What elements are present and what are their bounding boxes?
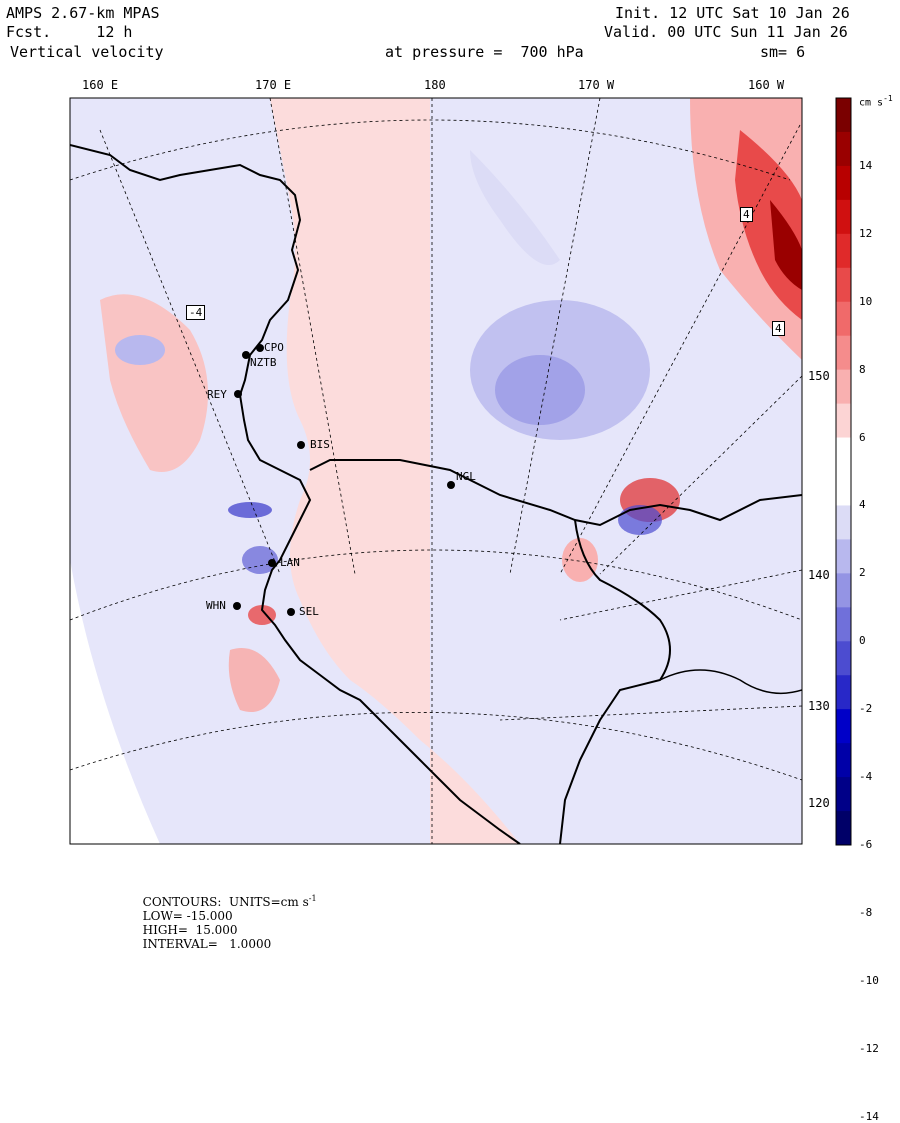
colorbar-box <box>836 437 851 472</box>
colorbar-tick-label: 14 <box>859 158 873 172</box>
station-label-whn: WHN <box>206 599 226 612</box>
contour-units: CONTOURS: UNITS=cm s-1 <box>142 894 317 909</box>
colorbar-box <box>836 301 851 337</box>
colorbar-box <box>836 641 851 676</box>
station-label-ngl: NGL <box>456 470 476 483</box>
colorbar-box <box>836 573 851 608</box>
smoothing: sm= 6 <box>760 43 806 61</box>
colorbar-frame <box>835 97 852 846</box>
model-title: AMPS 2.67-km MPAS <box>6 4 160 22</box>
contour-label-4-upper: 4 <box>740 207 753 222</box>
colorbar-tick-label: 6 <box>859 430 866 444</box>
colorbar-box <box>836 267 851 303</box>
colorbar-tick-label: 4 <box>859 498 866 512</box>
contour-high: HIGH= 15.000 <box>142 923 238 937</box>
colorbar-box <box>836 777 851 812</box>
colorbar-box <box>836 199 851 235</box>
forecast-hour: Fcst. 12 h <box>6 23 133 41</box>
strong-ascent-max <box>770 200 802 290</box>
station-label-sel: SEL <box>299 605 319 618</box>
colorbar-tick-label: -2 <box>859 702 873 716</box>
contour-info: CONTOURS: UNITS=cm s-1 LOW= -15.000 HIGH… <box>135 880 341 951</box>
station-label-bis: BIS <box>310 438 330 451</box>
colorbar-box <box>836 131 851 167</box>
station-label-lan: LAN <box>280 556 300 569</box>
colorbar-unit: cm s-1 <box>859 94 893 109</box>
coastline-east <box>559 519 671 844</box>
colorbar-tick-label: 12 <box>859 226 873 240</box>
lon-label-170w: 170 W <box>578 78 615 92</box>
station-label-cpo: CPO <box>264 341 284 354</box>
colorbar-box <box>836 607 851 642</box>
station-markers <box>233 344 455 616</box>
lon-label-160e: 160 E <box>82 78 119 92</box>
valid-time: Valid. 00 UTC Sun 11 Jan 26 <box>604 23 848 41</box>
colorbar-tick-label: 10 <box>859 294 873 308</box>
colorbar-box <box>836 743 851 778</box>
colorbar-box <box>836 233 851 269</box>
colorbar-tick-label: -14 <box>859 1109 879 1123</box>
colorbar-box <box>836 335 851 371</box>
contour-interval: INTERVAL= 1.0000 <box>142 937 272 951</box>
colorbar-tick-label: -6 <box>859 838 873 851</box>
colorbar-box <box>836 98 851 133</box>
colorbar-tick-label: 0 <box>859 634 866 648</box>
positive-region-shelf <box>270 98 520 844</box>
contour-label-minus4: -4 <box>186 305 206 320</box>
graticule <box>70 98 802 844</box>
colorbar-box <box>836 811 851 846</box>
colorbar <box>835 97 852 846</box>
colorbar-tick-label: -10 <box>859 973 879 987</box>
field-name: Vertical velocity <box>10 43 164 61</box>
lon-label-180: 180 <box>424 78 446 92</box>
colorbar-box <box>836 403 851 439</box>
contour-label-4-lower: 4 <box>772 321 785 336</box>
colorbar-box <box>836 675 851 710</box>
lon-label-170e: 170 E <box>255 78 292 92</box>
colorbar-box <box>836 539 851 574</box>
init-time: Init. 12 UTC Sat 10 Jan 26 <box>615 4 850 22</box>
colorbar-tick-label: -12 <box>859 1041 879 1055</box>
colorbar-box <box>836 709 851 744</box>
colorbar-box <box>836 369 851 405</box>
station-label-nztb: NZTB <box>250 356 277 369</box>
map-background <box>70 98 802 844</box>
colorbar-tick-label: 2 <box>859 566 866 580</box>
pressure-level: at pressure = 700 hPa <box>385 43 584 61</box>
coastline <box>70 144 521 844</box>
colorbar-box <box>836 471 851 506</box>
vertical-velocity-map <box>69 97 803 845</box>
map-frame <box>69 97 803 845</box>
colorbar-box <box>836 505 851 540</box>
ice-shelf-front <box>309 459 802 527</box>
colorbar-tick-label: -4 <box>859 770 873 784</box>
lon-label-160w: 160 W <box>748 78 785 92</box>
station-label-rey: REY <box>207 388 227 401</box>
contour-low: LOW= -15.000 <box>142 909 233 923</box>
colorbar-tick-label: -8 <box>859 905 873 919</box>
colorbar-tick-label: 8 <box>859 362 866 376</box>
colorbar-box <box>836 165 851 201</box>
positive-region-south <box>228 648 280 712</box>
domain-edge <box>70 560 160 844</box>
